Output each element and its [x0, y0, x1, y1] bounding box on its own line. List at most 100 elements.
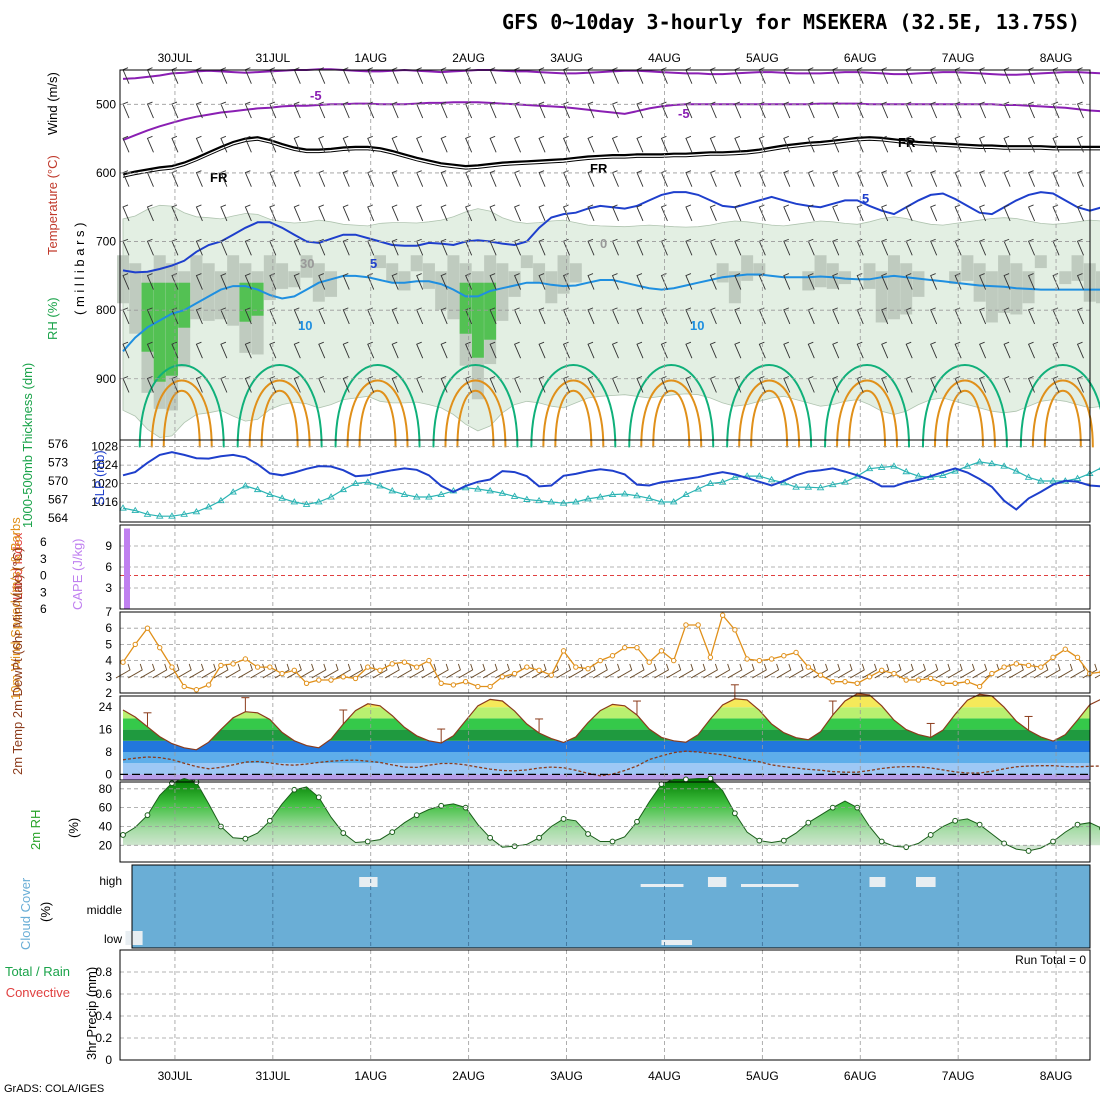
- surface-wind-barb-icon: [617, 663, 633, 679]
- rh-grey-patch: [887, 255, 900, 320]
- wind10m-frame: [119, 611, 1091, 694]
- cloud-patch: [359, 877, 378, 887]
- wind-barb-icon: [783, 307, 791, 325]
- rh-grey-patch: [1096, 271, 1100, 304]
- temp-tick-label: 0: [105, 767, 112, 781]
- bottom-date-axis: 30JUL 31JUL 1AUG 2AUG 3AUG 4AUG 5AUG 6AUG 7AUG 8A…: [158, 1069, 1073, 1083]
- boundary-layer-contour: [1043, 389, 1082, 448]
- wind-barb-icon: [783, 238, 791, 256]
- boundary-layer-contour: [628, 364, 715, 448]
- wind-barb-icon: [342, 204, 350, 222]
- wind-barb-icon: [171, 135, 179, 153]
- wind-speed-marker: [438, 680, 444, 686]
- cloud-label: Cloud Cover: [18, 877, 33, 950]
- wind-barb-icon: [514, 341, 522, 359]
- thickness-marker: [1049, 477, 1057, 484]
- wind-barb-icon: [293, 170, 301, 187]
- wind-barb-icon: [391, 204, 399, 222]
- wind-barb-icon: [807, 341, 815, 359]
- date-tick-label: 2AUG: [452, 51, 485, 65]
- thickness-marker: [633, 491, 641, 499]
- rh-grey-patch: [410, 255, 423, 272]
- wind-barb-icon: [244, 273, 252, 290]
- cloud-bg: [132, 865, 1090, 948]
- wind-barb-icon: [440, 101, 448, 119]
- wind-barb-icon: [979, 101, 987, 119]
- wind-barb-icon: [1003, 135, 1011, 153]
- thickness-marker: [253, 485, 262, 493]
- wind-barb-icon: [611, 135, 619, 153]
- surface-wind-barb-icon: [262, 663, 278, 679]
- wind-barb-icon: [293, 376, 301, 393]
- wind-speed-marker: [927, 675, 934, 682]
- temp-band: [123, 763, 1090, 775]
- surface-wind-barb-icon: [911, 663, 926, 679]
- thickness-marker: [1024, 473, 1033, 480]
- wind-barb-icon: [881, 376, 889, 393]
- rh-grey-patch: [1059, 271, 1072, 285]
- surface-wind-barb-icon: [446, 663, 461, 679]
- surface-wind-barb-icon: [654, 663, 669, 679]
- rh2m-marker: [1025, 848, 1032, 854]
- rh-green-patch: [239, 282, 252, 322]
- surface-wind-barb-icon: [1009, 663, 1024, 679]
- wind-speed-marker: [732, 627, 738, 633]
- wind-barb-icon: [856, 135, 864, 153]
- surface-wind-barb-icon: [421, 663, 437, 679]
- wind-barb-icon: [1052, 135, 1060, 153]
- rh2m-frame: [119, 781, 1091, 863]
- slp-tick-label: 1024: [91, 458, 118, 472]
- wind-speed-marker: [499, 674, 506, 680]
- wind-speed-marker: [157, 644, 163, 651]
- thickness-marker: [902, 467, 910, 475]
- wind-barb-icon: [391, 238, 399, 256]
- temp-color-bands: [123, 693, 1090, 780]
- wind-barb-icon: [832, 135, 840, 153]
- thickness-marker: [315, 498, 323, 505]
- li-tick-label: 6: [40, 602, 47, 616]
- cloud-patch: [707, 877, 727, 887]
- wind-speed-line: [122, 613, 1100, 691]
- thickness-marker: [877, 463, 886, 470]
- wind-barb-icon: [881, 135, 889, 153]
- wind-barb-icon: [685, 170, 693, 187]
- wind-barb-icon: [636, 135, 644, 153]
- wind-speed-marker: [1062, 646, 1068, 652]
- cape-tick-label: 6: [105, 560, 112, 574]
- surface-wind-barb-icon: [311, 663, 327, 679]
- wind-barb-icon: [930, 135, 938, 153]
- wind-barb-icon: [514, 204, 522, 222]
- rh2m-marker: [683, 776, 689, 783]
- wind-barb-icon: [832, 273, 840, 290]
- date-tick-label: 6AUG: [844, 51, 877, 65]
- thickness-marker: [425, 493, 433, 500]
- thickness-marker: [865, 464, 874, 472]
- cloud-frame: [131, 864, 1091, 949]
- rh2m-marker: [1074, 821, 1081, 828]
- contour-label: 30: [300, 256, 314, 271]
- wind-speed-marker: [768, 656, 775, 662]
- wind-barb-icon: [979, 376, 987, 393]
- thickness-marker: [412, 493, 421, 500]
- rh-grey-patch: [508, 271, 521, 297]
- wind-barb-icon: [440, 238, 448, 256]
- date-tick-label: 6AUG: [844, 1069, 877, 1083]
- wind-barb-icon: [391, 273, 399, 290]
- cape-ylabel: CAPE (J/kg): [70, 538, 85, 610]
- cloud-panel: high middle low Cloud Cover (%): [18, 864, 1091, 950]
- wind-barb-icon: [611, 204, 619, 222]
- li-tick-label: 3: [40, 585, 47, 599]
- wind-barb-icon: [881, 238, 889, 256]
- date-tick-label: 8AUG: [1040, 51, 1073, 65]
- wind-speed-marker: [487, 683, 493, 690]
- contour-label: 5: [370, 256, 377, 271]
- wind-speed-marker: [670, 657, 677, 664]
- rh-grey-patch: [961, 255, 974, 281]
- wind-barb-icon: [538, 101, 546, 119]
- rh2m-marker: [438, 802, 445, 809]
- rh-grey-patch: [520, 255, 533, 269]
- boundary-layer-contour: [138, 364, 225, 448]
- wind-barb-icon: [489, 238, 497, 256]
- pressure-tick-label: 600: [96, 166, 116, 180]
- wind-barb-icon: [636, 307, 644, 325]
